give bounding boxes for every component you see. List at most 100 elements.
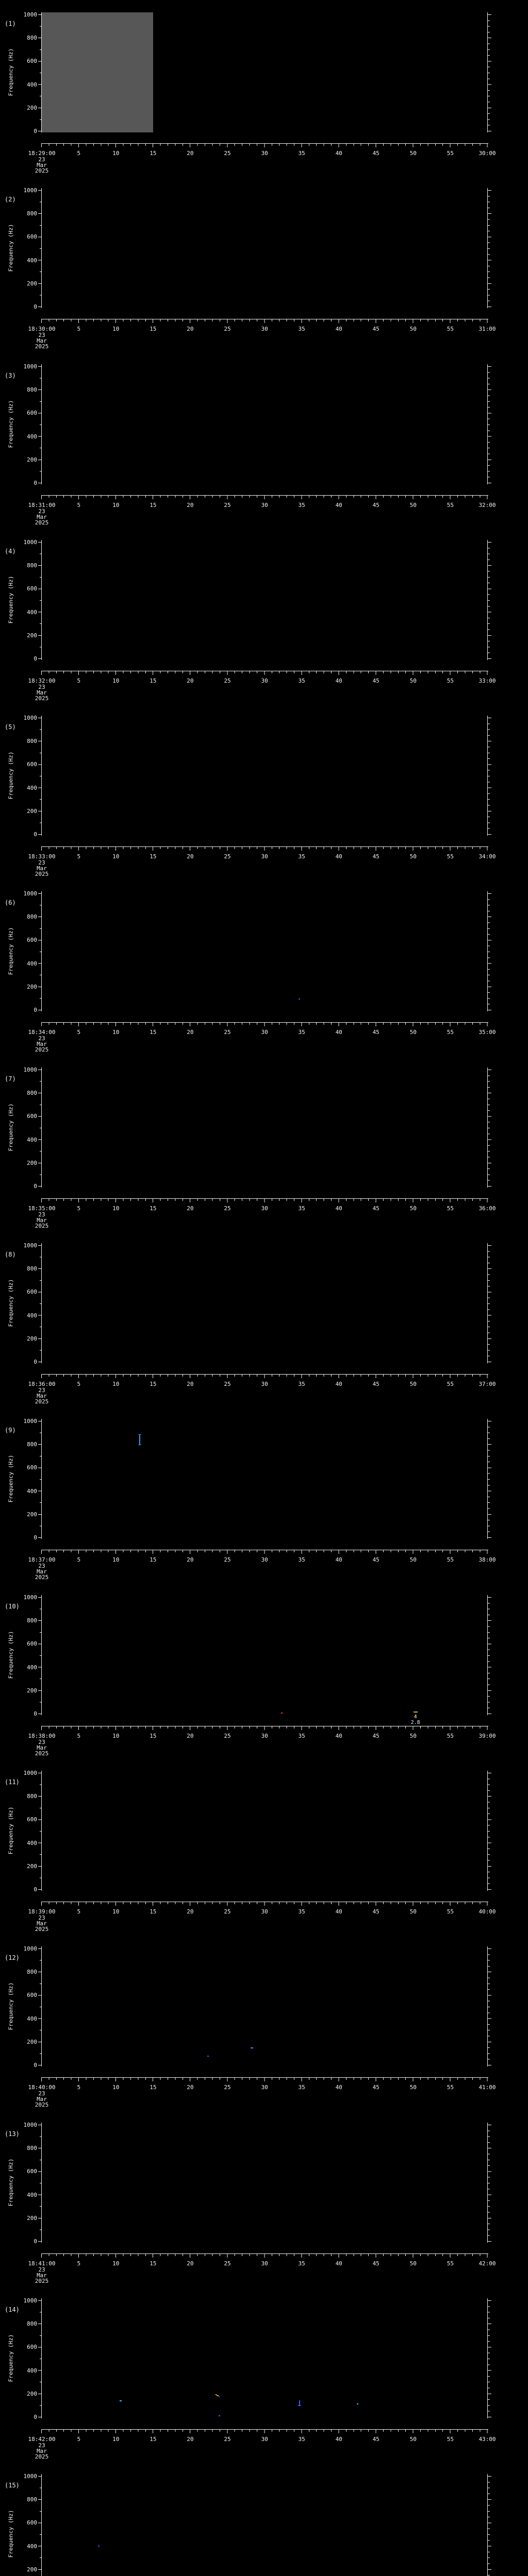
y-tick-label: 0 bbox=[34, 2414, 37, 2420]
y-axis-title: Frequency (Hz) bbox=[7, 2334, 14, 2382]
x-tick-label: 50 bbox=[409, 677, 417, 684]
x-end-time-label: 38:00 bbox=[478, 1556, 496, 1563]
y-tick-label: 0 bbox=[34, 2238, 37, 2245]
x-tick-label: 30 bbox=[261, 1381, 268, 1387]
x-end-time-label: 35:00 bbox=[478, 1029, 496, 1036]
y-tick-label: 800 bbox=[27, 2320, 37, 2328]
x-end-time-label: 33:00 bbox=[478, 677, 496, 684]
x-axis-line bbox=[41, 1198, 488, 1199]
y-axis-major-ticks bbox=[38, 2300, 41, 2417]
panel-index-label: (3) bbox=[5, 372, 16, 379]
x-axis-line bbox=[41, 2429, 488, 2430]
x-tick-label: 30 bbox=[261, 1029, 268, 1036]
y-tick-label: 800 bbox=[27, 2496, 37, 2503]
x-tick-label: 15 bbox=[150, 1029, 157, 1036]
right-axis-line bbox=[487, 1771, 488, 1891]
x-end-time-label: 41:00 bbox=[478, 2084, 496, 2091]
y-tick-label: 200 bbox=[27, 2390, 37, 2397]
date-label: 23 bbox=[38, 1387, 45, 1394]
spectrogram-panel: (3) Frequency (Hz) 0 200 400 600 800 1000 18:31:… bbox=[0, 352, 528, 528]
x-tick-label: 45 bbox=[372, 150, 380, 157]
event-annotation: 4 bbox=[414, 1714, 417, 1720]
date-label: Mar bbox=[37, 1568, 47, 1575]
x-tick-label: 55 bbox=[447, 1556, 454, 1563]
y-axis-major-ticks bbox=[38, 1245, 41, 1362]
x-tick-label: 40 bbox=[335, 2084, 342, 2091]
y-tick-label: 1000 bbox=[23, 539, 38, 546]
date-label: 2025 bbox=[35, 1926, 49, 1933]
panel-index-label: (4) bbox=[5, 548, 16, 555]
y-tick-label: 0 bbox=[34, 655, 37, 662]
panel-index-label: (6) bbox=[5, 899, 16, 906]
x-tick-label: 35 bbox=[298, 1381, 305, 1387]
date-label: Mar bbox=[37, 162, 47, 168]
right-axis-major-ticks bbox=[488, 2300, 491, 2417]
x-tick-label: 20 bbox=[187, 1556, 194, 1563]
spectrogram-panel: (8) Frequency (Hz) 0 200 400 600 800 1000 18:36:… bbox=[0, 1231, 528, 1407]
y-tick-label: 600 bbox=[27, 58, 37, 65]
x-tick-label: 40 bbox=[335, 2260, 342, 2267]
date-label: Mar bbox=[37, 689, 47, 696]
right-axis-major-ticks bbox=[488, 1948, 491, 2065]
y-tick-label: 800 bbox=[27, 738, 37, 745]
x-tick-label: 5 bbox=[77, 502, 81, 509]
detection-dot bbox=[280, 1713, 283, 1714]
y-axis-title: Frequency (Hz) bbox=[7, 1982, 14, 2030]
x-tick-label: 10 bbox=[112, 150, 120, 157]
y-tick-label: 400 bbox=[27, 1839, 37, 1846]
right-axis-major-ticks bbox=[488, 14, 491, 131]
right-axis-major-ticks bbox=[488, 1245, 491, 1362]
x-tick-label: 20 bbox=[187, 1205, 194, 1212]
x-tick-label: 40 bbox=[335, 1205, 342, 1212]
x-tick-label: 10 bbox=[112, 1205, 120, 1212]
x-start-time-label: 18:39:00 bbox=[28, 1908, 56, 1915]
detection-chirp-px bbox=[219, 2396, 220, 2398]
date-label: Mar bbox=[37, 514, 47, 520]
x-tick-label: 55 bbox=[447, 853, 454, 860]
y-tick-label: 200 bbox=[27, 1862, 37, 1870]
x-axis-line bbox=[41, 846, 488, 847]
date-label: Mar bbox=[37, 1041, 47, 1047]
y-tick-label: 600 bbox=[27, 2344, 37, 2351]
panel-index-label: (10) bbox=[5, 1603, 20, 1610]
y-tick-label: 1000 bbox=[23, 363, 38, 370]
x-tick-label: 15 bbox=[150, 2436, 157, 2443]
x-axis-major-ticks bbox=[41, 2078, 488, 2081]
x-tick-label: 50 bbox=[409, 1029, 417, 1036]
y-tick-label: 800 bbox=[27, 913, 37, 921]
y-tick-label: 600 bbox=[27, 1464, 37, 1471]
x-tick-label: 35 bbox=[298, 502, 305, 509]
right-axis-line bbox=[487, 1243, 488, 1363]
x-tick-label: 10 bbox=[112, 1029, 120, 1036]
x-tick-label: 10 bbox=[112, 1556, 120, 1563]
date-label: 23 bbox=[38, 1914, 45, 1921]
date-label: 23 bbox=[38, 156, 45, 163]
x-tick-label: 30 bbox=[261, 1556, 268, 1563]
y-tick-label: 800 bbox=[27, 1969, 37, 1976]
date-label: Mar bbox=[37, 1393, 47, 1399]
detection-dot bbox=[119, 2400, 122, 2401]
panel-index-label: (15) bbox=[5, 2482, 20, 2489]
y-axis-line bbox=[41, 1419, 42, 1539]
panel-index-label: (8) bbox=[5, 1251, 16, 1258]
x-tick-label: 25 bbox=[224, 2436, 231, 2443]
y-tick-label: 800 bbox=[27, 1090, 37, 1097]
x-tick-label: 40 bbox=[335, 1029, 342, 1036]
y-tick-label: 400 bbox=[27, 2015, 37, 2022]
y-tick-label: 400 bbox=[27, 1664, 37, 1671]
y-tick-label: 400 bbox=[27, 2191, 37, 2198]
x-tick-label: 15 bbox=[150, 1205, 157, 1212]
date-label: 2025 bbox=[35, 2278, 49, 2284]
x-start-time-label: 18:42:00 bbox=[28, 2436, 56, 2443]
x-tick-label: 30 bbox=[261, 677, 268, 684]
y-axis-major-ticks bbox=[38, 542, 41, 659]
x-tick-label: 50 bbox=[409, 1381, 417, 1387]
right-axis-major-ticks bbox=[488, 718, 491, 835]
x-tick-label: 25 bbox=[224, 1381, 231, 1387]
x-end-time-label: 36:00 bbox=[478, 1205, 496, 1212]
y-tick-label: 400 bbox=[27, 433, 37, 440]
x-tick-label: 10 bbox=[112, 853, 120, 860]
detection-lmark-stem bbox=[299, 2400, 300, 2405]
x-tick-label: 5 bbox=[77, 2260, 81, 2267]
x-tick-label: 45 bbox=[372, 1556, 380, 1563]
